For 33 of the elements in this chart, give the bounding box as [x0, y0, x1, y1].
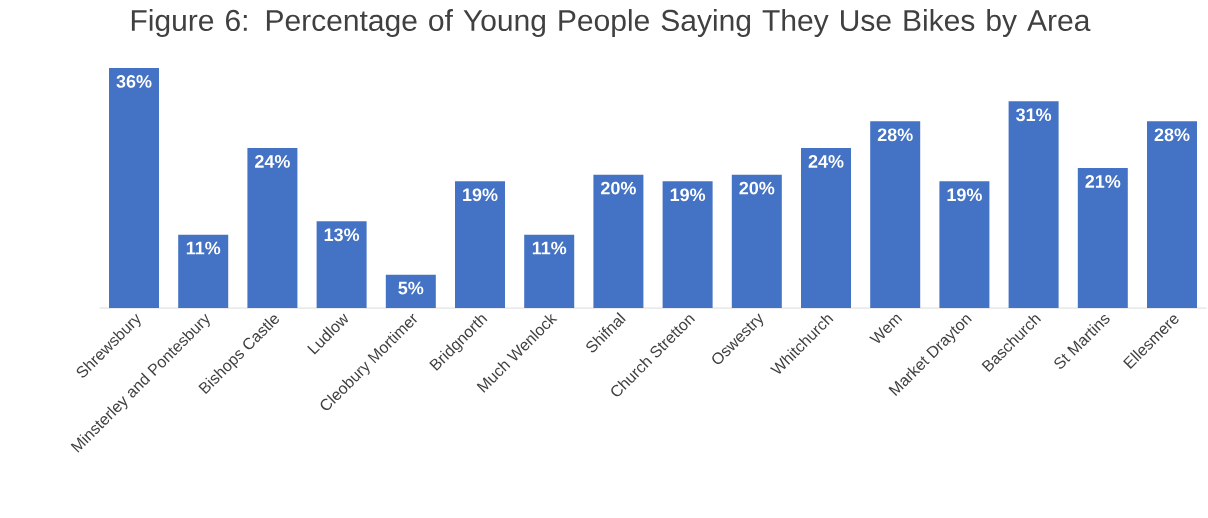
data-label: 5%	[398, 281, 424, 295]
data-label: 20%	[739, 181, 775, 195]
data-label: 24%	[808, 155, 844, 168]
data-label: 20%	[601, 181, 636, 195]
bar	[662, 181, 713, 308]
data-label: 24%	[255, 155, 290, 168]
bar	[109, 67, 160, 308]
bar	[385, 274, 436, 308]
chart-title: Figure 6: Percentage of Young People Saying They Use Bikes by Area	[131, 9, 1091, 37]
bar	[178, 234, 229, 308]
data-label: 28%	[877, 128, 913, 142]
data-label: 31%	[1016, 108, 1052, 122]
bar	[801, 148, 852, 308]
data-label: 19%	[463, 188, 498, 202]
data-label: 11%	[186, 241, 221, 255]
bar	[939, 181, 990, 308]
data-label: 13%	[324, 228, 360, 242]
data-label: 19%	[670, 188, 706, 202]
bar	[731, 174, 782, 308]
bar	[524, 234, 575, 308]
bar	[870, 121, 921, 308]
data-label: 11%	[532, 241, 567, 255]
data-label: 21%	[1085, 175, 1121, 188]
bar	[316, 221, 367, 308]
bar	[593, 174, 644, 308]
bar	[1008, 101, 1059, 308]
data-label: 36%	[116, 75, 152, 88]
data-label: 28%	[1154, 128, 1190, 142]
data-label: 19%	[947, 188, 982, 202]
bar	[1147, 121, 1197, 308]
bar	[1077, 167, 1128, 308]
bar	[247, 148, 298, 308]
bar	[455, 181, 506, 308]
